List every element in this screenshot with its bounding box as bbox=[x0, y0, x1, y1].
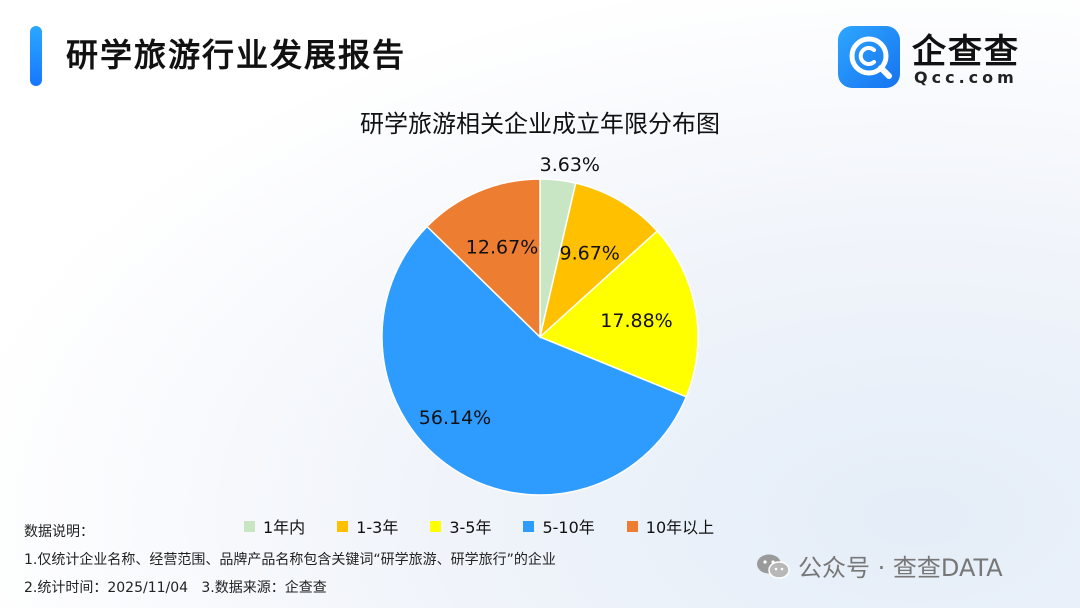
legend-label: 3-5年 bbox=[449, 518, 492, 537]
logo-name-cn: 企查查 bbox=[912, 32, 1020, 72]
qcc-logo-icon bbox=[838, 26, 900, 88]
notes-line-2: 2.统计时间：2025/11/04 3.数据来源：企查查 bbox=[24, 580, 327, 596]
legend-label: 1-3年 bbox=[356, 518, 399, 537]
legend-swatch bbox=[337, 520, 349, 532]
notes-line-1: 1.仅统计企业名称、经营范围、品牌产品名称包含关键词“研学旅游、研学旅行”的企业 bbox=[24, 552, 556, 568]
pie-label-3: 56.14% bbox=[419, 407, 491, 429]
brand-logo: 企查查 Qcc.com bbox=[838, 26, 1038, 88]
page-title: 研学旅游行业发展报告 bbox=[66, 36, 407, 74]
pie-slice-3 bbox=[381, 225, 688, 496]
logo-name-en: Qcc.com bbox=[914, 68, 1018, 87]
legend-label: 10年以上 bbox=[645, 518, 715, 537]
pie-label-0: 3.63% bbox=[540, 154, 600, 176]
watermark-text: 公众号 · 查查DATA bbox=[798, 554, 1003, 582]
legend-label: 5-10年 bbox=[542, 518, 595, 537]
legend-label: 1年内 bbox=[263, 518, 306, 537]
data-notes: 数据说明： 1.仅统计企业名称、经营范围、品牌产品名称包含关键词“研学旅游、研学… bbox=[24, 518, 556, 602]
legend-swatch bbox=[244, 520, 255, 532]
wechat-icon bbox=[757, 554, 790, 579]
legend-swatch bbox=[626, 520, 638, 532]
legend-item-4: 10年以上 bbox=[626, 514, 715, 538]
pie-label-1: 9.67% bbox=[560, 243, 620, 265]
legend-item-2: 3-5年 bbox=[430, 514, 491, 538]
chart-title: 研学旅游相关企业成立年限分布图 bbox=[360, 110, 720, 138]
chart-legend: 1年内 1-3年 3-5年 5-10年 10年以上 bbox=[244, 514, 746, 538]
legend-swatch bbox=[523, 520, 535, 532]
watermark: 公众号 · 查查DATA bbox=[756, 548, 1003, 583]
notes-heading: 数据说明： bbox=[24, 524, 94, 540]
pie-slice-2 bbox=[538, 229, 699, 398]
legend-item-1: 1-3年 bbox=[337, 514, 398, 538]
pie-label-2: 17.88% bbox=[600, 310, 672, 332]
title-accent-bar bbox=[30, 26, 42, 86]
legend-item-3: 5-10年 bbox=[523, 514, 595, 538]
pie-slice-4 bbox=[426, 178, 541, 339]
legend-item-0: 1年内 bbox=[244, 514, 305, 538]
legend-swatch bbox=[430, 520, 442, 532]
pie-slice-1 bbox=[538, 182, 659, 340]
pie-label-4: 12.67% bbox=[466, 237, 538, 259]
